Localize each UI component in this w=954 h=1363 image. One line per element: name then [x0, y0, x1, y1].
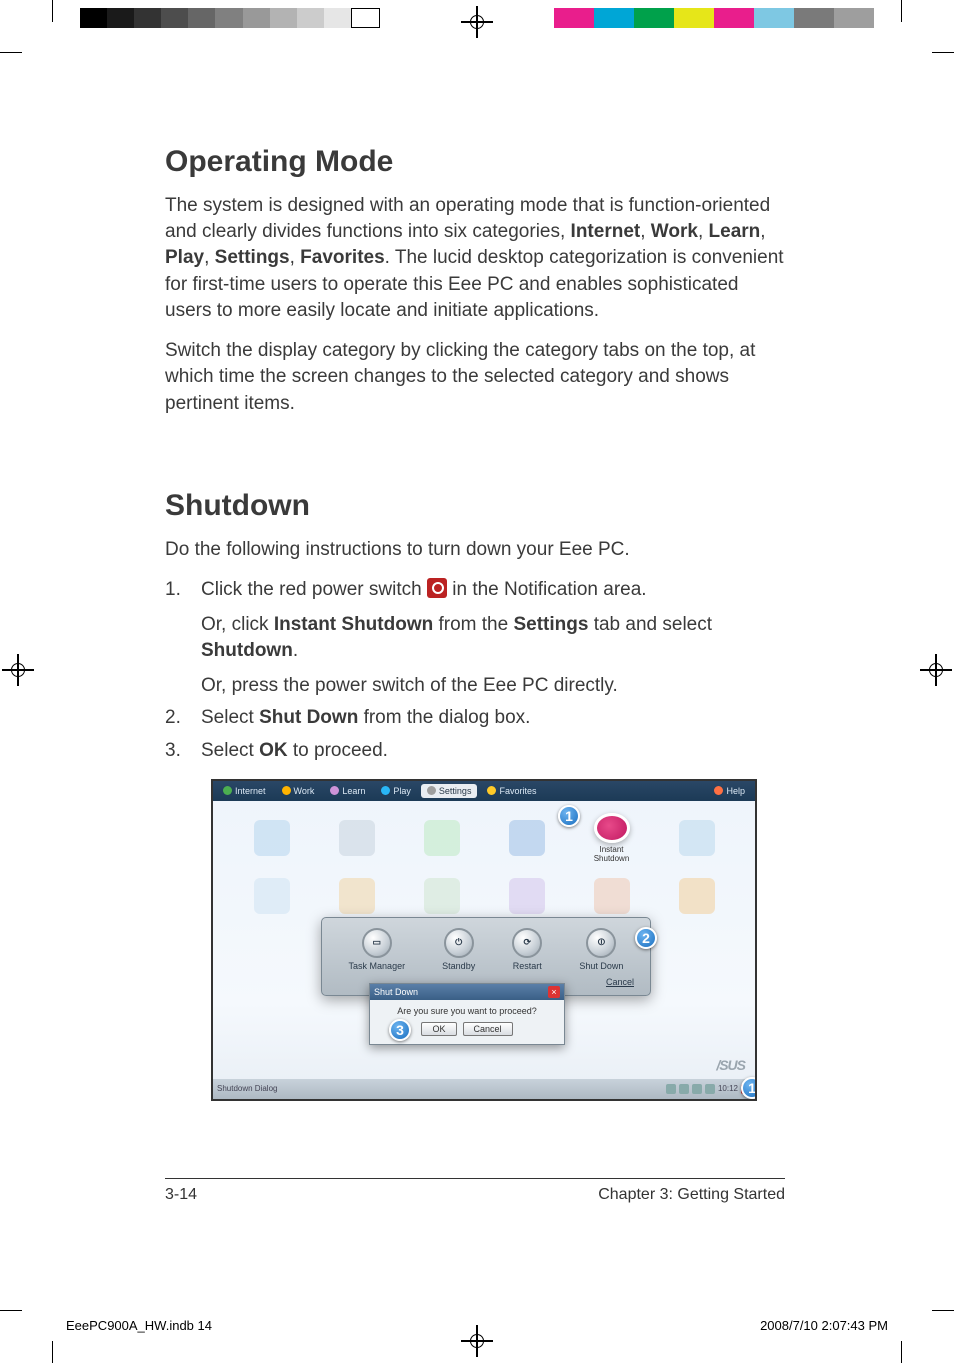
category-tabs: Internet WorkLearn Play SettingsFavorites He…: [213, 781, 755, 801]
standby-button[interactable]: ⏻Standby: [442, 928, 475, 971]
desktop-icon[interactable]: [486, 813, 567, 863]
ok-button[interactable]: OK: [421, 1022, 456, 1036]
heading-operating-mode: Operating Mode: [165, 145, 785, 179]
restart-button[interactable]: ⟳Restart: [512, 928, 542, 971]
chapter-name: Chapter 3: Getting Started: [598, 1186, 785, 1204]
crop-mark: [901, 0, 902, 22]
taskbar: Shutdown Dialog 10:12: [213, 1079, 755, 1099]
print-marks-top: [0, 0, 954, 40]
desktop-icon[interactable]: [401, 871, 482, 921]
cancel-button[interactable]: Cancel: [463, 1022, 513, 1036]
task-manager-button[interactable]: ▭Task Manager: [349, 928, 406, 971]
desktop-icon[interactable]: [571, 871, 652, 921]
power-icon: [427, 578, 447, 598]
asus-logo: /SUS: [716, 1057, 745, 1073]
desktop-icon[interactable]: [316, 871, 397, 921]
crop-mark: [0, 1310, 22, 1311]
heading-shutdown: Shutdown: [165, 489, 785, 523]
tray-icon[interactable]: [666, 1084, 676, 1094]
confirm-title: Shut Down: [374, 987, 418, 997]
shutdown-steps: 1. Click the red power switch in the Not…: [165, 577, 785, 765]
desktop-icon[interactable]: [316, 813, 397, 863]
crop-mark: [932, 1310, 954, 1311]
color-bar: [554, 8, 874, 28]
slug-time: 2008/7/10 2:07:43 PM: [760, 1318, 888, 1333]
crop-mark: [932, 52, 954, 53]
crop-mark: [0, 52, 22, 53]
slug-file: EeePC900A_HW.indb 14: [66, 1318, 212, 1333]
clock: 10:12: [718, 1084, 738, 1093]
registration-mark: [467, 12, 487, 32]
crop-mark: [901, 1341, 902, 1363]
step-3: 3.Select OK to proceed.: [165, 738, 785, 765]
desktop-icon[interactable]: [486, 871, 567, 921]
desktop-icon[interactable]: [656, 871, 737, 921]
step-2: 2.Select Shut Down from the dialog box.: [165, 705, 785, 732]
shutdown-intro: Do the following instructions to turn do…: [165, 537, 785, 563]
desktop-icon-grid: Instant Shutdown: [213, 801, 755, 933]
taskbar-app: Shutdown Dialog: [217, 1084, 277, 1093]
tab-work[interactable]: Work: [276, 784, 321, 798]
tab-play[interactable]: Play: [375, 784, 417, 798]
tray-icon[interactable]: [705, 1084, 715, 1094]
desktop-icon[interactable]: [401, 813, 482, 863]
callout-1: 1: [558, 805, 580, 827]
footer-rule: [165, 1178, 785, 1179]
tray-icon[interactable]: [679, 1084, 689, 1094]
instant-shutdown-icon[interactable]: Instant Shutdown: [571, 813, 652, 863]
page-footer: 3-14 Chapter 3: Getting Started: [165, 1186, 785, 1204]
shut-down-button[interactable]: ⏼Shut Down: [579, 928, 623, 971]
desktop-icon[interactable]: [656, 813, 737, 863]
desktop-icon[interactable]: [231, 871, 312, 921]
page-number: 3-14: [165, 1186, 197, 1204]
crop-mark: [52, 0, 53, 22]
page-content: Operating Mode The system is designed wi…: [165, 145, 785, 1101]
desktop-icon[interactable]: [231, 813, 312, 863]
confirm-message: Are you sure you want to proceed?: [376, 1006, 558, 1016]
callout-2: 2: [635, 927, 657, 949]
operating-mode-paragraph-1: The system is designed with an operating…: [165, 193, 785, 324]
operating-mode-paragraph-2: Switch the display category by clicking …: [165, 338, 785, 417]
tab-internet[interactable]: Internet: [217, 784, 272, 798]
callout-3: 3: [389, 1019, 411, 1041]
grayscale-bar: [80, 8, 380, 28]
tab-learn[interactable]: Learn: [324, 784, 371, 798]
desktop-screenshot: Internet WorkLearn Play SettingsFavorites He…: [211, 779, 757, 1101]
tab-favorites[interactable]: Favorites: [481, 784, 542, 798]
tray-icon[interactable]: [692, 1084, 702, 1094]
tab-help[interactable]: Help: [708, 784, 751, 798]
registration-mark: [467, 1331, 487, 1351]
step-1: 1. Click the red power switch in the Not…: [165, 577, 785, 699]
close-icon[interactable]: ×: [548, 986, 560, 998]
crop-mark: [52, 1341, 53, 1363]
callout-1b: 1: [741, 1077, 757, 1099]
tab-settings[interactable]: Settings: [421, 784, 478, 798]
